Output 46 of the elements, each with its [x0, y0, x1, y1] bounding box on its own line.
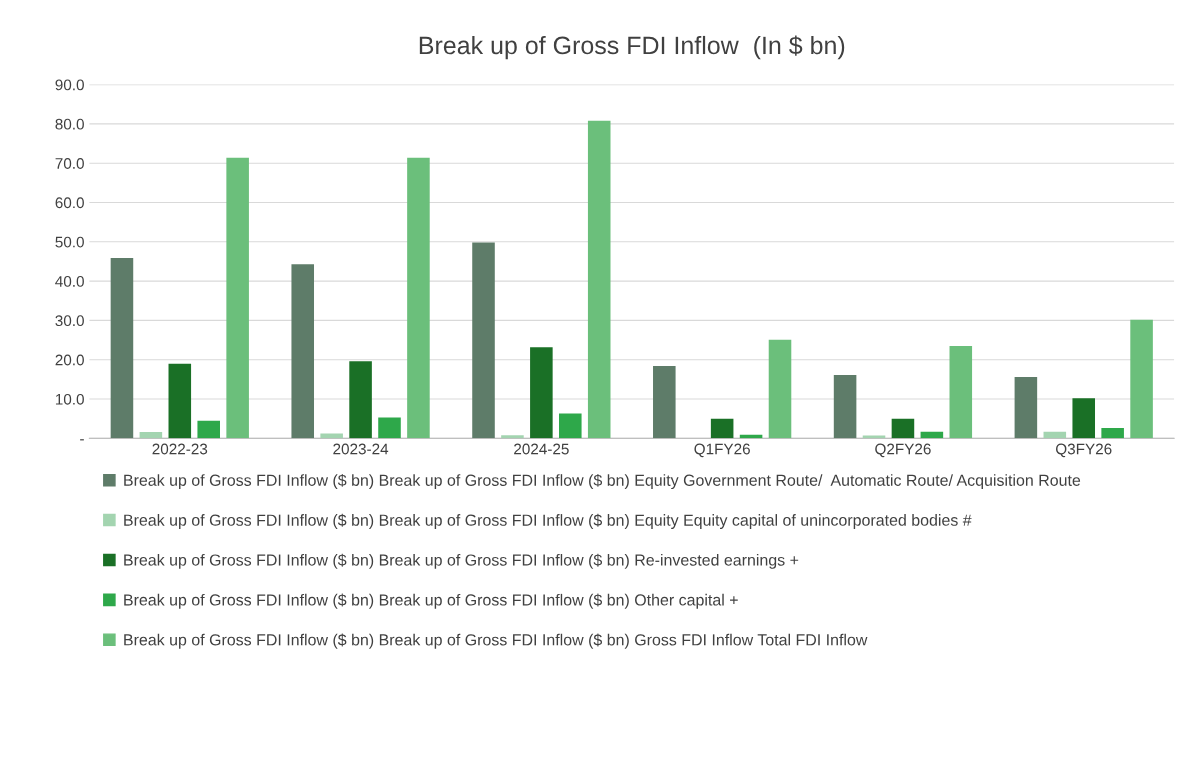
bar — [559, 413, 582, 439]
bar — [1101, 428, 1124, 439]
y-tick-label: 30.0 — [55, 315, 84, 327]
legend-label: Break up of Gross FDI Inflow ($ bn) Break up of Gross FDI Inflow ($ bn) Gross FDI Inflow Total FDI Inflow — [124, 633, 868, 649]
bar — [768, 339, 792, 439]
y-tick-label: 60.0 — [55, 197, 84, 209]
bar — [653, 366, 676, 439]
bar — [407, 157, 430, 439]
x-tick-label: Q3FY26 — [1056, 443, 1112, 458]
bar — [587, 120, 611, 439]
y-tick-label: - — [80, 439, 84, 441]
y-tick-label: 80.0 — [55, 118, 84, 130]
bar — [110, 257, 134, 439]
bar — [1130, 319, 1153, 439]
bar — [472, 242, 495, 439]
legend-label: Break up of Gross FDI Inflow ($ bn) Break up of Gross FDI Inflow ($ bn) Equity Government Route/ Automatic Route/ Acquisition Route — [124, 473, 1081, 490]
x-tick-label: 2023-24 — [333, 443, 389, 455]
bar — [291, 264, 315, 439]
bar — [891, 418, 915, 439]
bar — [833, 375, 857, 439]
legend-label: Break up of Gross FDI Inflow ($ bn) Break up of Gross FDI Inflow ($ bn) Equity Equity capital of unincorporated bodies # — [124, 513, 972, 529]
y-tick-label: 20.0 — [55, 354, 84, 366]
x-tick-label: Q1FY26 — [694, 443, 750, 458]
legend-label: Break up of Gross FDI Inflow ($ bn) Break up of Gross FDI Inflow ($ bn) Re-invested earnings + — [124, 553, 799, 569]
bar — [530, 347, 553, 439]
chart-title: Break up of Gross FDI Inflow (In $ bn) — [419, 35, 845, 60]
y-tick-label: 50.0 — [55, 236, 84, 248]
x-tick-label: Q2FY26 — [875, 443, 931, 458]
y-tick-label: 70.0 — [55, 158, 84, 169]
x-tick-label: 2024-25 — [514, 443, 569, 455]
y-tick-label: 90.0 — [55, 79, 84, 91]
bar — [1014, 377, 1038, 439]
bar — [1072, 398, 1096, 439]
bar — [501, 435, 524, 439]
bar — [139, 432, 163, 439]
bar — [168, 363, 192, 439]
bar — [226, 157, 249, 439]
x-tick-label: 2022-23 — [152, 443, 208, 455]
y-tick-label: 10.0 — [55, 393, 84, 405]
bar — [378, 417, 401, 439]
y-tick-label: 40.0 — [55, 275, 84, 287]
bar — [710, 418, 734, 439]
legend-label: Break up of Gross FDI Inflow ($ bn) Break up of Gross FDI Inflow ($ bn) Other capital + — [124, 593, 738, 609]
bar — [197, 420, 220, 439]
bar — [349, 361, 372, 439]
bar — [949, 345, 973, 439]
